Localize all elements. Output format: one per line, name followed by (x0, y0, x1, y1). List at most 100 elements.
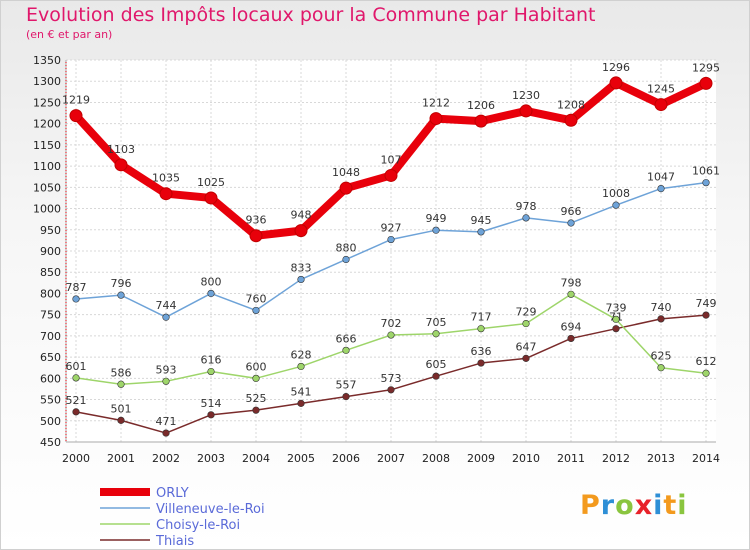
y-tick-label: 700 (40, 330, 61, 343)
data-label: 616 (201, 354, 222, 367)
y-tick-label: 1050 (33, 181, 61, 194)
data-point (297, 399, 305, 407)
data-point (474, 114, 488, 128)
data-point (339, 181, 353, 195)
data-label: 796 (111, 277, 132, 290)
data-label: 647 (516, 340, 537, 353)
data-point (387, 386, 395, 394)
data-point (657, 185, 665, 193)
data-label: 1230 (512, 89, 540, 102)
y-tick-label: 1350 (33, 54, 61, 67)
y-tick-label: 1300 (33, 75, 61, 88)
data-point (207, 367, 215, 376)
data-label: 521 (66, 394, 87, 407)
data-point (387, 235, 395, 244)
y-tick-label: 1000 (33, 203, 61, 216)
x-tick-label: 2001 (107, 452, 135, 465)
data-point (567, 334, 575, 343)
y-tick-label: 500 (40, 415, 61, 428)
y-tick-label: 1100 (33, 160, 61, 173)
data-point (69, 109, 83, 123)
data-label: 936 (246, 214, 267, 227)
data-point (342, 346, 350, 354)
logo-letter: P (580, 490, 601, 521)
data-label: 1061 (692, 165, 720, 178)
data-label: 760 (246, 292, 267, 305)
data-label: 1103 (107, 143, 135, 156)
data-point (252, 374, 260, 382)
data-label: 600 (246, 360, 267, 373)
y-tick-label: 650 (40, 351, 61, 364)
data-point (117, 291, 125, 299)
data-label: 107 (381, 153, 402, 166)
data-label: 740 (651, 301, 672, 314)
data-label: 739 (606, 301, 627, 314)
data-label: 1208 (557, 98, 585, 111)
data-label: 1008 (602, 187, 630, 200)
data-label: 717 (471, 311, 492, 324)
data-point (72, 295, 80, 303)
data-label: 744 (156, 299, 177, 312)
data-point (477, 228, 485, 236)
logo-letter: r (600, 490, 616, 521)
data-label: 1047 (647, 171, 675, 184)
data-label: 702 (381, 317, 402, 330)
data-label: 1035 (152, 172, 180, 185)
data-label: 628 (291, 348, 312, 361)
logo-letter: i (677, 490, 688, 521)
data-point (162, 429, 170, 437)
data-point (609, 76, 623, 90)
logo-letter: i (653, 490, 664, 521)
data-point (297, 275, 305, 284)
x-tick-label: 2003 (197, 452, 225, 465)
data-label: 1296 (602, 61, 630, 74)
data-point (702, 369, 710, 377)
data-label: 1025 (197, 176, 225, 189)
data-point (162, 377, 170, 385)
data-label: 1048 (332, 166, 360, 179)
data-label: 1212 (422, 97, 450, 110)
data-label: 705 (426, 316, 447, 329)
data-point (249, 229, 263, 243)
data-label: 945 (471, 214, 492, 227)
data-label: 1295 (692, 61, 720, 74)
data-label: 666 (336, 332, 357, 345)
x-tick-label: 2004 (242, 452, 270, 465)
data-point (522, 214, 530, 222)
data-label: 798 (561, 276, 582, 289)
data-label: 694 (561, 320, 582, 333)
data-label: 787 (66, 281, 87, 294)
proxiti-logo: Proxiti (580, 490, 688, 521)
x-tick-label: 2013 (647, 452, 675, 465)
data-label: 966 (561, 205, 582, 218)
data-label: 541 (291, 385, 312, 398)
data-point (699, 76, 713, 90)
data-point (612, 201, 620, 209)
data-point (612, 315, 620, 323)
data-point (114, 158, 128, 172)
data-label: 949 (426, 212, 447, 225)
data-point (72, 374, 80, 382)
data-label: 749 (696, 297, 717, 310)
data-label: 1219 (62, 94, 90, 107)
data-point (429, 112, 443, 126)
x-tick-label: 2002 (152, 452, 180, 465)
data-label: 833 (291, 261, 312, 274)
data-point (522, 319, 530, 328)
x-tick-label: 2005 (287, 452, 315, 465)
data-point (432, 330, 440, 338)
y-tick-label: 850 (40, 266, 61, 279)
data-label: 514 (201, 397, 222, 410)
data-point (342, 392, 350, 401)
data-label: 1245 (647, 83, 675, 96)
data-point (519, 104, 533, 118)
data-point (204, 191, 218, 205)
data-point (564, 113, 578, 127)
data-label: 927 (381, 222, 402, 235)
y-tick-label: 450 (40, 436, 61, 449)
data-label: 612 (696, 355, 717, 368)
y-tick-label: 1200 (33, 118, 61, 131)
data-label: 1206 (467, 99, 495, 112)
data-label: 471 (156, 415, 177, 428)
data-label: 880 (336, 241, 357, 254)
